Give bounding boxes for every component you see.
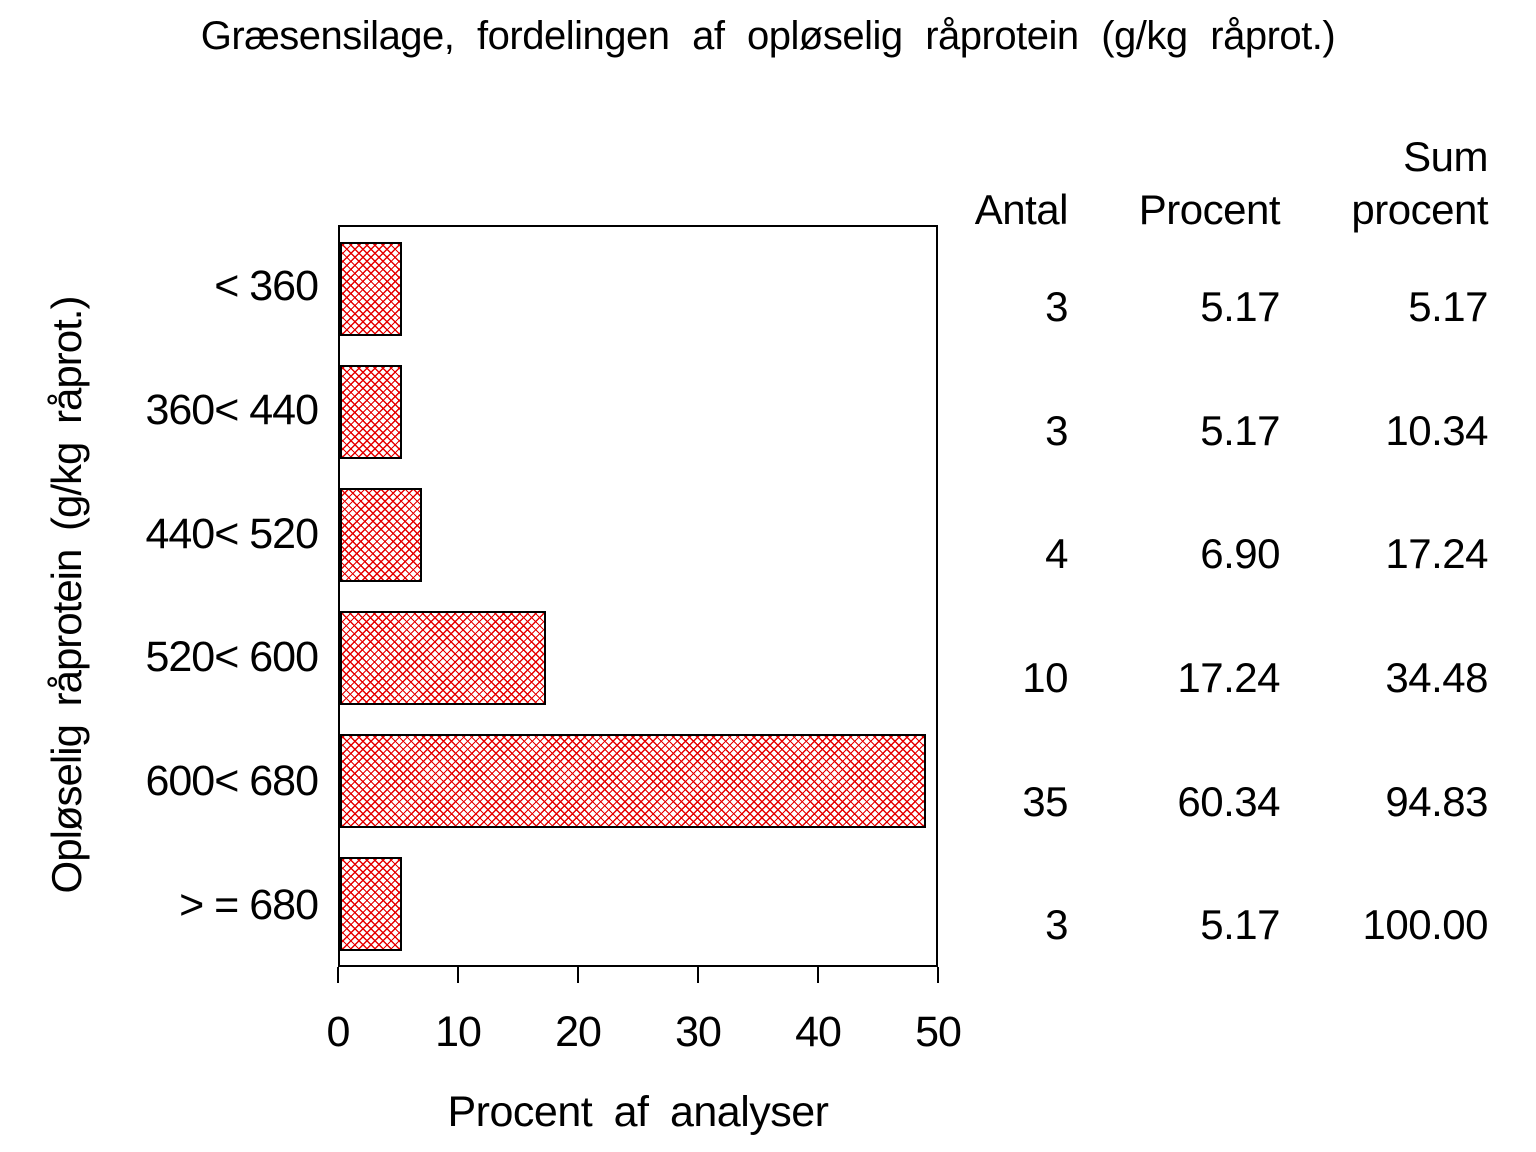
bar-600< 680 — [340, 734, 927, 828]
frequency-table-header-row-1: Sum — [950, 130, 1488, 183]
bar-band — [340, 596, 936, 719]
category-label: > = 680 — [179, 880, 319, 929]
x-tick-label: 10 — [435, 1008, 482, 1056]
header-sum-line1: Sum — [1403, 133, 1488, 180]
bar-360< 440 — [340, 365, 402, 459]
bar-band — [340, 227, 936, 350]
frequency-table-header: Sum Antal Procent procent — [950, 130, 1489, 236]
cell-procent: 60.34 — [1177, 777, 1280, 825]
cell-sum-procent: 34.48 — [1385, 654, 1488, 702]
category-label: 440< 520 — [145, 509, 319, 558]
header-sum-line2: procent — [1351, 186, 1488, 233]
table-row: 3 5.17 5.17 — [950, 225, 1488, 349]
cell-procent: 5.17 — [1200, 283, 1280, 330]
chart-title: Græsensilage, fordelingen af opløselig r… — [200, 14, 1336, 58]
bar-440< 520 — [340, 488, 423, 582]
table-row: 10 17.24 34.48 — [950, 596, 1488, 720]
frequency-table-header-row-2: Antal Procent procent — [950, 183, 1489, 236]
x-tick-label: 40 — [795, 1008, 842, 1056]
category-label: < 360 — [214, 262, 319, 311]
x-axis-ticks — [0, 967, 1536, 983]
header-antal: Antal — [974, 186, 1069, 233]
table-row: 4 6.90 17.24 — [950, 472, 1488, 596]
x-tick-label: 20 — [555, 1008, 602, 1056]
cell-procent: 6.90 — [1200, 530, 1280, 578]
table-row: 3 5.17 10.34 — [950, 349, 1488, 473]
cell-sum-procent: 5.17 — [1408, 283, 1488, 330]
cell-antal: 10 — [1022, 654, 1068, 702]
cell-sum-procent: 100.00 — [1362, 901, 1489, 949]
x-tick-label: 50 — [915, 1008, 962, 1056]
bar-< 360 — [340, 242, 402, 336]
cell-procent: 5.17 — [1200, 901, 1280, 949]
x-tick — [697, 967, 699, 983]
category-label: 520< 600 — [145, 633, 319, 682]
bar-band — [340, 473, 936, 596]
bar-band — [340, 842, 936, 965]
table-row: 3 5.17 100.00 — [950, 843, 1488, 967]
header-procent: Procent — [1138, 186, 1281, 233]
plot-area — [338, 225, 938, 967]
cell-sum-procent: 94.83 — [1385, 777, 1488, 825]
x-tick — [457, 967, 459, 983]
cell-antal: 4 — [1045, 530, 1068, 578]
header-spacer — [1068, 130, 1280, 183]
category-label: 600< 680 — [145, 757, 319, 806]
cell-procent: 5.17 — [1200, 406, 1280, 454]
bar-band — [340, 350, 936, 473]
cell-sum-procent: 10.34 — [1385, 406, 1488, 454]
cell-antal: 35 — [1022, 777, 1068, 825]
cell-antal: 3 — [1045, 283, 1068, 330]
x-tick-label: 0 — [326, 1008, 351, 1056]
x-tick — [577, 967, 579, 983]
x-tick — [937, 967, 939, 983]
cell-procent: 17.24 — [1177, 654, 1280, 702]
table-row: 35 60.34 94.83 — [950, 720, 1488, 844]
x-axis-title: Procent af analyser — [447, 1088, 829, 1136]
x-tick — [337, 967, 339, 983]
category-label: 360< 440 — [145, 386, 319, 434]
x-tick — [817, 967, 819, 983]
cell-sum-procent: 17.24 — [1385, 530, 1488, 578]
cell-antal: 3 — [1045, 901, 1068, 949]
bar-band — [340, 719, 936, 842]
cell-antal: 3 — [1045, 406, 1068, 454]
x-tick-label: 30 — [675, 1008, 722, 1056]
frequency-table-body: 3 5.17 5.17 3 5.17 10.34 4 6.90 17.24 10 17.24 34.4… — [950, 225, 1488, 967]
header-spacer — [950, 130, 1068, 183]
bar-520< 600 — [340, 611, 546, 705]
x-axis-tick-labels: 0 10 20 30 40 50 — [0, 1008, 1536, 1056]
y-axis-category-labels: < 360 360< 440 440< 520 520< 600 600< 680 > =… — [0, 225, 319, 967]
bar-> = 680 — [340, 857, 402, 951]
